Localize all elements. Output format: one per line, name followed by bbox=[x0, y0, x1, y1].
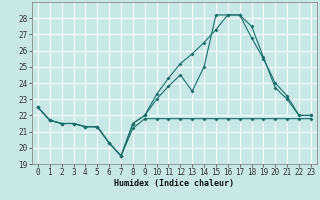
X-axis label: Humidex (Indice chaleur): Humidex (Indice chaleur) bbox=[115, 179, 234, 188]
